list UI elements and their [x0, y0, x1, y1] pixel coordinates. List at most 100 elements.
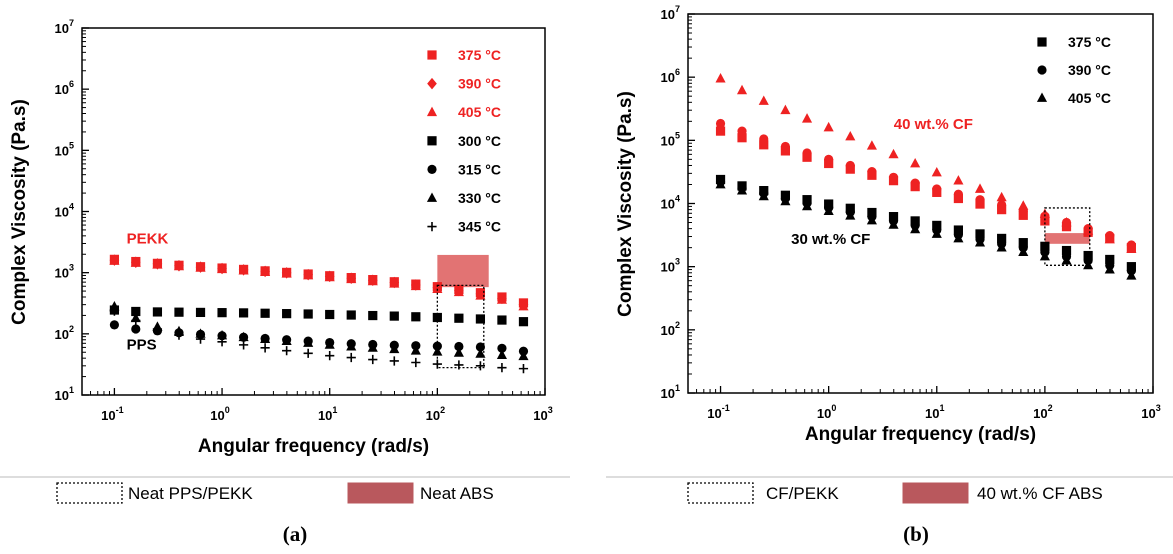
- data-point: [497, 343, 507, 353]
- data-point: [432, 346, 443, 356]
- legend-marker: [427, 77, 437, 90]
- data-point: [195, 307, 206, 318]
- data-point: [910, 178, 920, 188]
- data-point: [325, 309, 335, 320]
- legend-label: 390 °C: [458, 76, 501, 92]
- data-point: [953, 225, 963, 235]
- data-point: [801, 200, 813, 211]
- data-point: [1018, 200, 1029, 210]
- series-5: [715, 73, 1137, 253]
- series-0: [715, 174, 1136, 272]
- data-point: [518, 350, 529, 361]
- data-point: [888, 148, 899, 159]
- series-2: [109, 255, 529, 311]
- data-point: [759, 140, 769, 150]
- data-point: [997, 200, 1007, 210]
- legend-label: 330 °C: [458, 190, 501, 206]
- data-point: [368, 310, 378, 321]
- data-point: [281, 335, 292, 346]
- data-point: [281, 268, 292, 278]
- data-point: [736, 185, 748, 195]
- data-point: [368, 354, 378, 365]
- data-point: [346, 352, 356, 363]
- data-point: [974, 237, 986, 247]
- data-point: [238, 340, 249, 350]
- data-point: [238, 265, 249, 275]
- data-point: [953, 232, 964, 243]
- series-4: [715, 118, 1136, 250]
- series-2: [715, 178, 1137, 280]
- data-point: [758, 95, 769, 105]
- y-tick-label: 101: [55, 385, 74, 403]
- legend-marker: [427, 50, 437, 60]
- bottom-legend-label: Neat PPS/PEKK: [128, 484, 253, 503]
- data-point: [715, 73, 726, 83]
- legend-swatch-dotted: [687, 482, 754, 504]
- y-tick-label: 102: [661, 320, 680, 338]
- data-point: [1061, 245, 1072, 256]
- data-point: [411, 312, 421, 322]
- data-point: [260, 308, 270, 318]
- data-point: [823, 205, 834, 215]
- data-point: [217, 308, 227, 318]
- data-point: [1126, 270, 1137, 280]
- bottom-legends: Neat PPS/PEKK Neat ABS CF/PEKK 40 wt.% CF A…: [0, 476, 1173, 546]
- x-tick-label: 103: [533, 405, 552, 423]
- bottom-legend-label: Neat ABS: [420, 484, 494, 503]
- data-point: [282, 309, 292, 319]
- data-point: [975, 229, 985, 239]
- data-point: [518, 300, 529, 311]
- legend-marker: [1036, 92, 1048, 102]
- data-point: [131, 306, 141, 317]
- data-point: [453, 286, 464, 297]
- data-point: [303, 337, 314, 347]
- highlight-region: [1044, 233, 1090, 244]
- data-point: [174, 307, 184, 317]
- x-tick-label: 102: [1033, 403, 1052, 421]
- data-point: [475, 314, 486, 324]
- data-point: [367, 275, 378, 286]
- data-point: [367, 342, 378, 352]
- data-point: [866, 140, 877, 150]
- data-point: [845, 210, 856, 220]
- data-point: [1083, 250, 1093, 261]
- data-point: [997, 233, 1007, 244]
- data-point: [1083, 259, 1094, 270]
- data-point: [845, 160, 855, 171]
- data-point: [715, 126, 726, 136]
- data-point: [497, 363, 507, 373]
- data-point: [238, 331, 249, 342]
- legend-label: 315 °C: [458, 161, 501, 177]
- data-point: [152, 259, 163, 269]
- data-point: [496, 294, 507, 304]
- data-point: [974, 183, 986, 193]
- data-point: [824, 154, 834, 164]
- x-tick-label: 102: [426, 405, 445, 423]
- data-point: [802, 148, 812, 158]
- x-tick-label: 103: [1141, 403, 1160, 421]
- data-point: [953, 189, 963, 199]
- legend-label: 375 °C: [458, 47, 501, 63]
- x-axis-title: Angular frequency (rad/s): [198, 436, 429, 457]
- data-point: [109, 320, 120, 330]
- dotted-region: [1044, 207, 1091, 266]
- highlight-region: [437, 254, 489, 288]
- data-point: [325, 351, 335, 361]
- legend-label: 405 °C: [1068, 90, 1111, 106]
- data-point: [867, 166, 877, 177]
- data-point: [109, 255, 120, 265]
- data-point: [975, 195, 985, 205]
- legend-swatch-dotted: [56, 482, 123, 504]
- y-tick-label: 107: [661, 4, 680, 22]
- annotation: 40 wt.% CF: [894, 116, 973, 133]
- data-point: [888, 219, 899, 229]
- legend-label: 375 °C: [1068, 34, 1111, 50]
- legend-label: 300 °C: [458, 133, 501, 149]
- legend-marker: [427, 136, 437, 146]
- y-tick-label: 106: [55, 79, 74, 97]
- data-point: [736, 84, 748, 95]
- data-point: [282, 346, 292, 356]
- series-1: [715, 177, 1136, 276]
- data-point: [217, 337, 227, 347]
